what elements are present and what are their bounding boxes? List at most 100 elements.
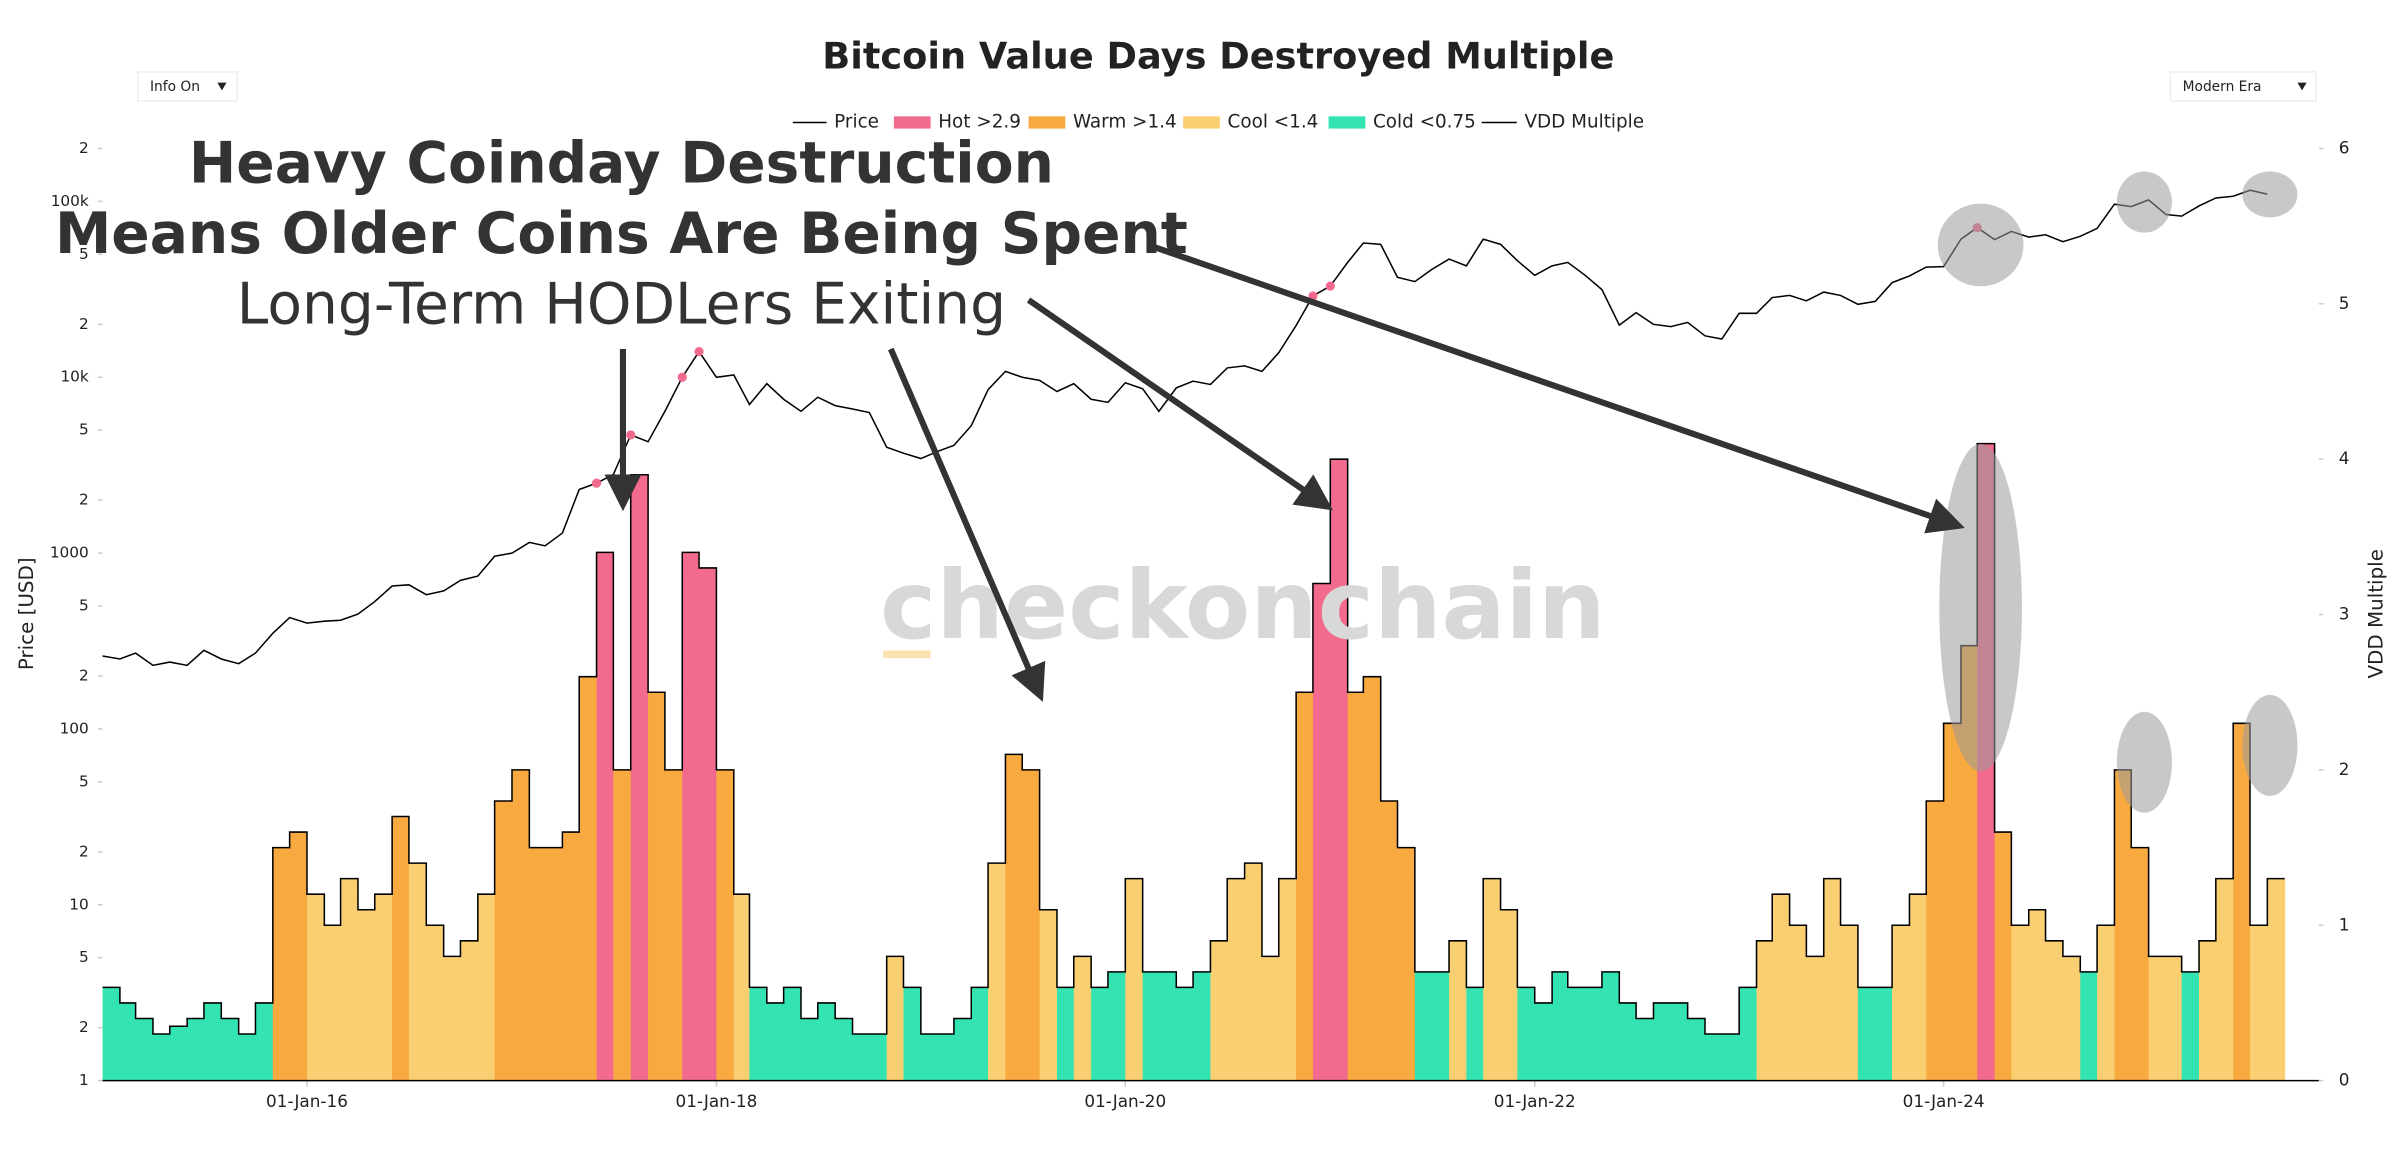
vdd-bar [1414, 971, 1433, 1081]
vdd-bar [664, 769, 683, 1081]
vdd-bar [2028, 909, 2047, 1081]
y-tick-label: 10k [60, 368, 88, 386]
dropdown-arrow [217, 82, 227, 91]
vdd-bar [1687, 1018, 1706, 1081]
vdd-bar [203, 1002, 222, 1081]
highlight-ellipse [1937, 203, 2024, 287]
vdd-bar [357, 909, 376, 1081]
legend-label: VDD Multiple [1524, 111, 1644, 132]
watermark-dash [883, 650, 931, 659]
vdd-bar [1022, 769, 1041, 1081]
vdd-bar [1806, 956, 1825, 1081]
plot [102, 189, 2286, 1081]
hot-price-marker [591, 478, 602, 488]
vdd-bar [2199, 940, 2217, 1081]
vdd-bar [169, 1026, 188, 1081]
vdd-bar [511, 769, 530, 1081]
chart-title: Bitcoin Value Days Destroyed Multiple [822, 35, 1614, 78]
vdd-bar [1636, 1018, 1654, 1081]
vdd-bar [1772, 894, 1791, 1081]
y-tick-label: 5 [79, 948, 89, 966]
vdd-bar [1892, 925, 1910, 1081]
arrow [1026, 297, 1334, 511]
y2-tick-label: 4 [2339, 448, 2350, 468]
vdd-bar [494, 800, 513, 1081]
legend-swatch [1028, 116, 1066, 129]
vdd-bar [1158, 971, 1177, 1081]
vdd-bar [187, 1018, 205, 1081]
vdd-bar [2062, 956, 2081, 1081]
dropdown-label[interactable]: Info On [150, 79, 200, 95]
vdd-bar [749, 987, 768, 1081]
vdd-bar [545, 847, 563, 1081]
y-tick-label: 5 [79, 597, 89, 615]
vdd-bar [1296, 692, 1314, 1081]
vdd-bar [1261, 956, 1280, 1081]
y-tick-label: 5 [79, 772, 89, 790]
vdd-bar [1567, 987, 1586, 1081]
y2-tick-label: 6 [2339, 137, 2350, 157]
vdd-bar [2267, 878, 2286, 1081]
legend-swatch [1328, 116, 1366, 129]
dropdown-label[interactable]: Modern Era [2183, 79, 2262, 95]
vdd-bar [1244, 863, 1263, 1081]
highlight-ellipse [2116, 171, 2172, 233]
dropdown[interactable] [2169, 71, 2317, 102]
vdd-bar [1875, 987, 1893, 1081]
vdd-bar [102, 987, 121, 1081]
x-tick-label: 01-Jan-24 [1903, 1091, 1985, 1111]
vdd-bar [374, 894, 393, 1081]
vdd-bar [2215, 878, 2234, 1081]
vdd-bar [221, 1018, 240, 1081]
legend-label: Warm >1.4 [1073, 111, 1177, 132]
y-tick-label: 2 [79, 842, 89, 860]
vdd-bar [1431, 971, 1450, 1081]
vdd-bar [1994, 832, 2012, 1081]
vdd-bar [648, 692, 666, 1081]
vdd-bar [460, 940, 479, 1081]
y-tick-label: 10 [69, 895, 88, 913]
legend-swatch [1183, 116, 1220, 129]
hot-price-marker [626, 430, 636, 440]
vdd-bar [1210, 940, 1228, 1081]
y-tick-label: 5 [79, 245, 89, 263]
vdd-bar [2249, 925, 2268, 1081]
hot-price-marker [694, 346, 704, 357]
y-axis-title: Price [USD] [15, 557, 38, 670]
vdd-bar [953, 1018, 972, 1081]
vdd-bar [1943, 723, 1962, 1081]
vdd-bar [443, 956, 461, 1081]
vdd-bar [1091, 987, 1109, 1081]
vdd-bar [2165, 956, 2183, 1081]
vdd-bar [1926, 800, 1945, 1081]
hot-price-marker [677, 372, 687, 382]
vdd-bar [392, 816, 410, 1081]
vdd-bar [682, 552, 700, 1081]
x-tick-label: 01-Jan-20 [1084, 1091, 1166, 1111]
vdd-bar [971, 987, 989, 1081]
vdd-bar [1142, 971, 1160, 1081]
annotation: Long-Term HODLers Exiting [237, 271, 1006, 337]
vdd-bar [477, 894, 496, 1081]
x-tick-label: 01-Jan-22 [1494, 1091, 1576, 1111]
vdd-bar [1857, 987, 1876, 1081]
vdd-bar [1517, 987, 1536, 1081]
vdd-bar [1705, 1034, 1723, 1081]
vdd-bar [920, 1034, 939, 1081]
vdd-bar [1500, 909, 1518, 1081]
vdd-bar [886, 956, 904, 1081]
vdd-bar [1073, 956, 1092, 1081]
vdd-bar [1312, 583, 1331, 1081]
legend-label: Price [834, 111, 879, 132]
y2-tick-label: 5 [2339, 293, 2350, 313]
vdd-bar [1363, 676, 1382, 1081]
y-tick-label: 2 [79, 315, 89, 333]
y-tick-label: 2 [79, 491, 89, 509]
vdd-bar [1670, 1002, 1689, 1081]
hot-price-marker [1325, 281, 1335, 291]
vdd-bar [1397, 847, 1416, 1081]
price-line [102, 189, 2268, 667]
vdd-bar [1552, 971, 1569, 1081]
y-tick-label: 100 [60, 719, 89, 737]
vdd-bar [1449, 940, 1467, 1081]
